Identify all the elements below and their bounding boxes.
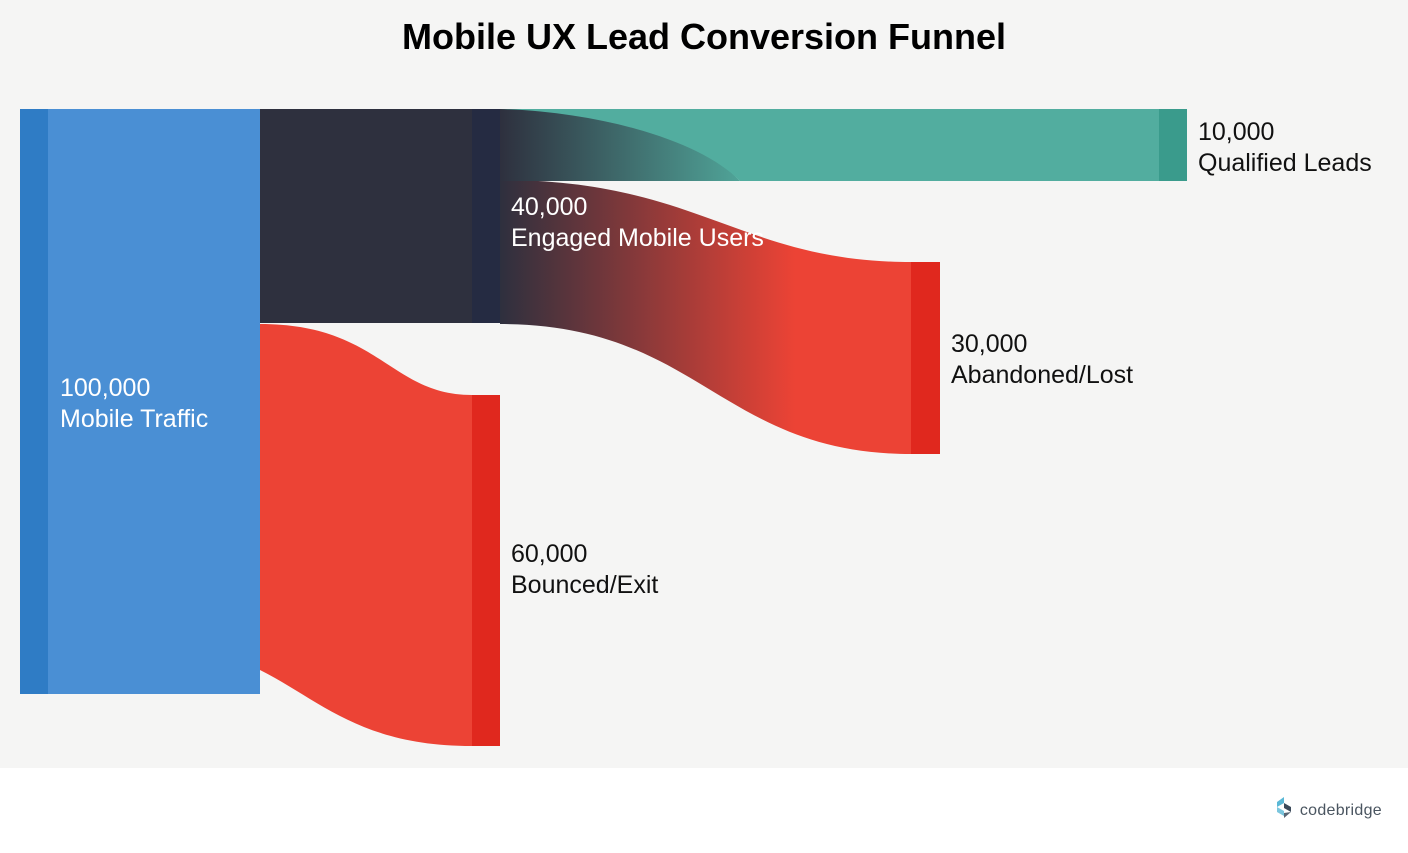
label-value-bounced: 60,000: [511, 540, 587, 568]
node-body-engaged: [260, 109, 500, 323]
node-bar-abandoned: [911, 262, 940, 454]
sankey-chart: 100,000 Mobile Traffic 40,000 Engaged Mobil…: [20, 109, 1372, 746]
chart-title: Mobile UX Lead Conversion Funnel: [401, 16, 1007, 57]
label-name-qualified: Qualified Leads: [1198, 149, 1372, 177]
node-bar-qualified: [1159, 109, 1187, 181]
chart-area: Mobile UX Lead Conversion Funnel 100,000…: [0, 0, 1408, 768]
node-bar-engaged: [472, 109, 500, 323]
node-body-mobile-traffic: [20, 109, 260, 694]
label-value-abandoned: 30,000: [951, 330, 1027, 358]
node-bar-bounced: [472, 395, 500, 746]
link-mobile-traffic-to-bounced: [260, 324, 472, 746]
node-bar-mobile-traffic: [20, 109, 48, 694]
node-qualified: [500, 109, 1187, 181]
link-engaged-to-qualified: [500, 109, 740, 181]
label-name-engaged: Engaged Mobile Users: [511, 224, 764, 252]
label-name-mobile-traffic: Mobile Traffic: [60, 405, 208, 433]
node-body-qualified: [500, 109, 1187, 181]
node-bounced: [472, 395, 500, 746]
node-engaged: [260, 109, 500, 323]
label-name-abandoned: Abandoned/Lost: [951, 361, 1133, 389]
node-abandoned: [911, 262, 940, 454]
label-value-engaged: 40,000: [511, 193, 587, 221]
label-name-bounced: Bounced/Exit: [511, 571, 658, 599]
link-engaged-to-abandoned: [500, 180, 911, 454]
footer-brand: codebridge: [1274, 796, 1382, 825]
brand-name: codebridge: [1299, 801, 1382, 819]
node-mobile-traffic: [20, 109, 260, 694]
label-value-mobile-traffic: 100,000: [60, 374, 150, 402]
codebridge-logo-icon: [1274, 796, 1294, 825]
label-value-qualified: 10,000: [1198, 118, 1274, 146]
